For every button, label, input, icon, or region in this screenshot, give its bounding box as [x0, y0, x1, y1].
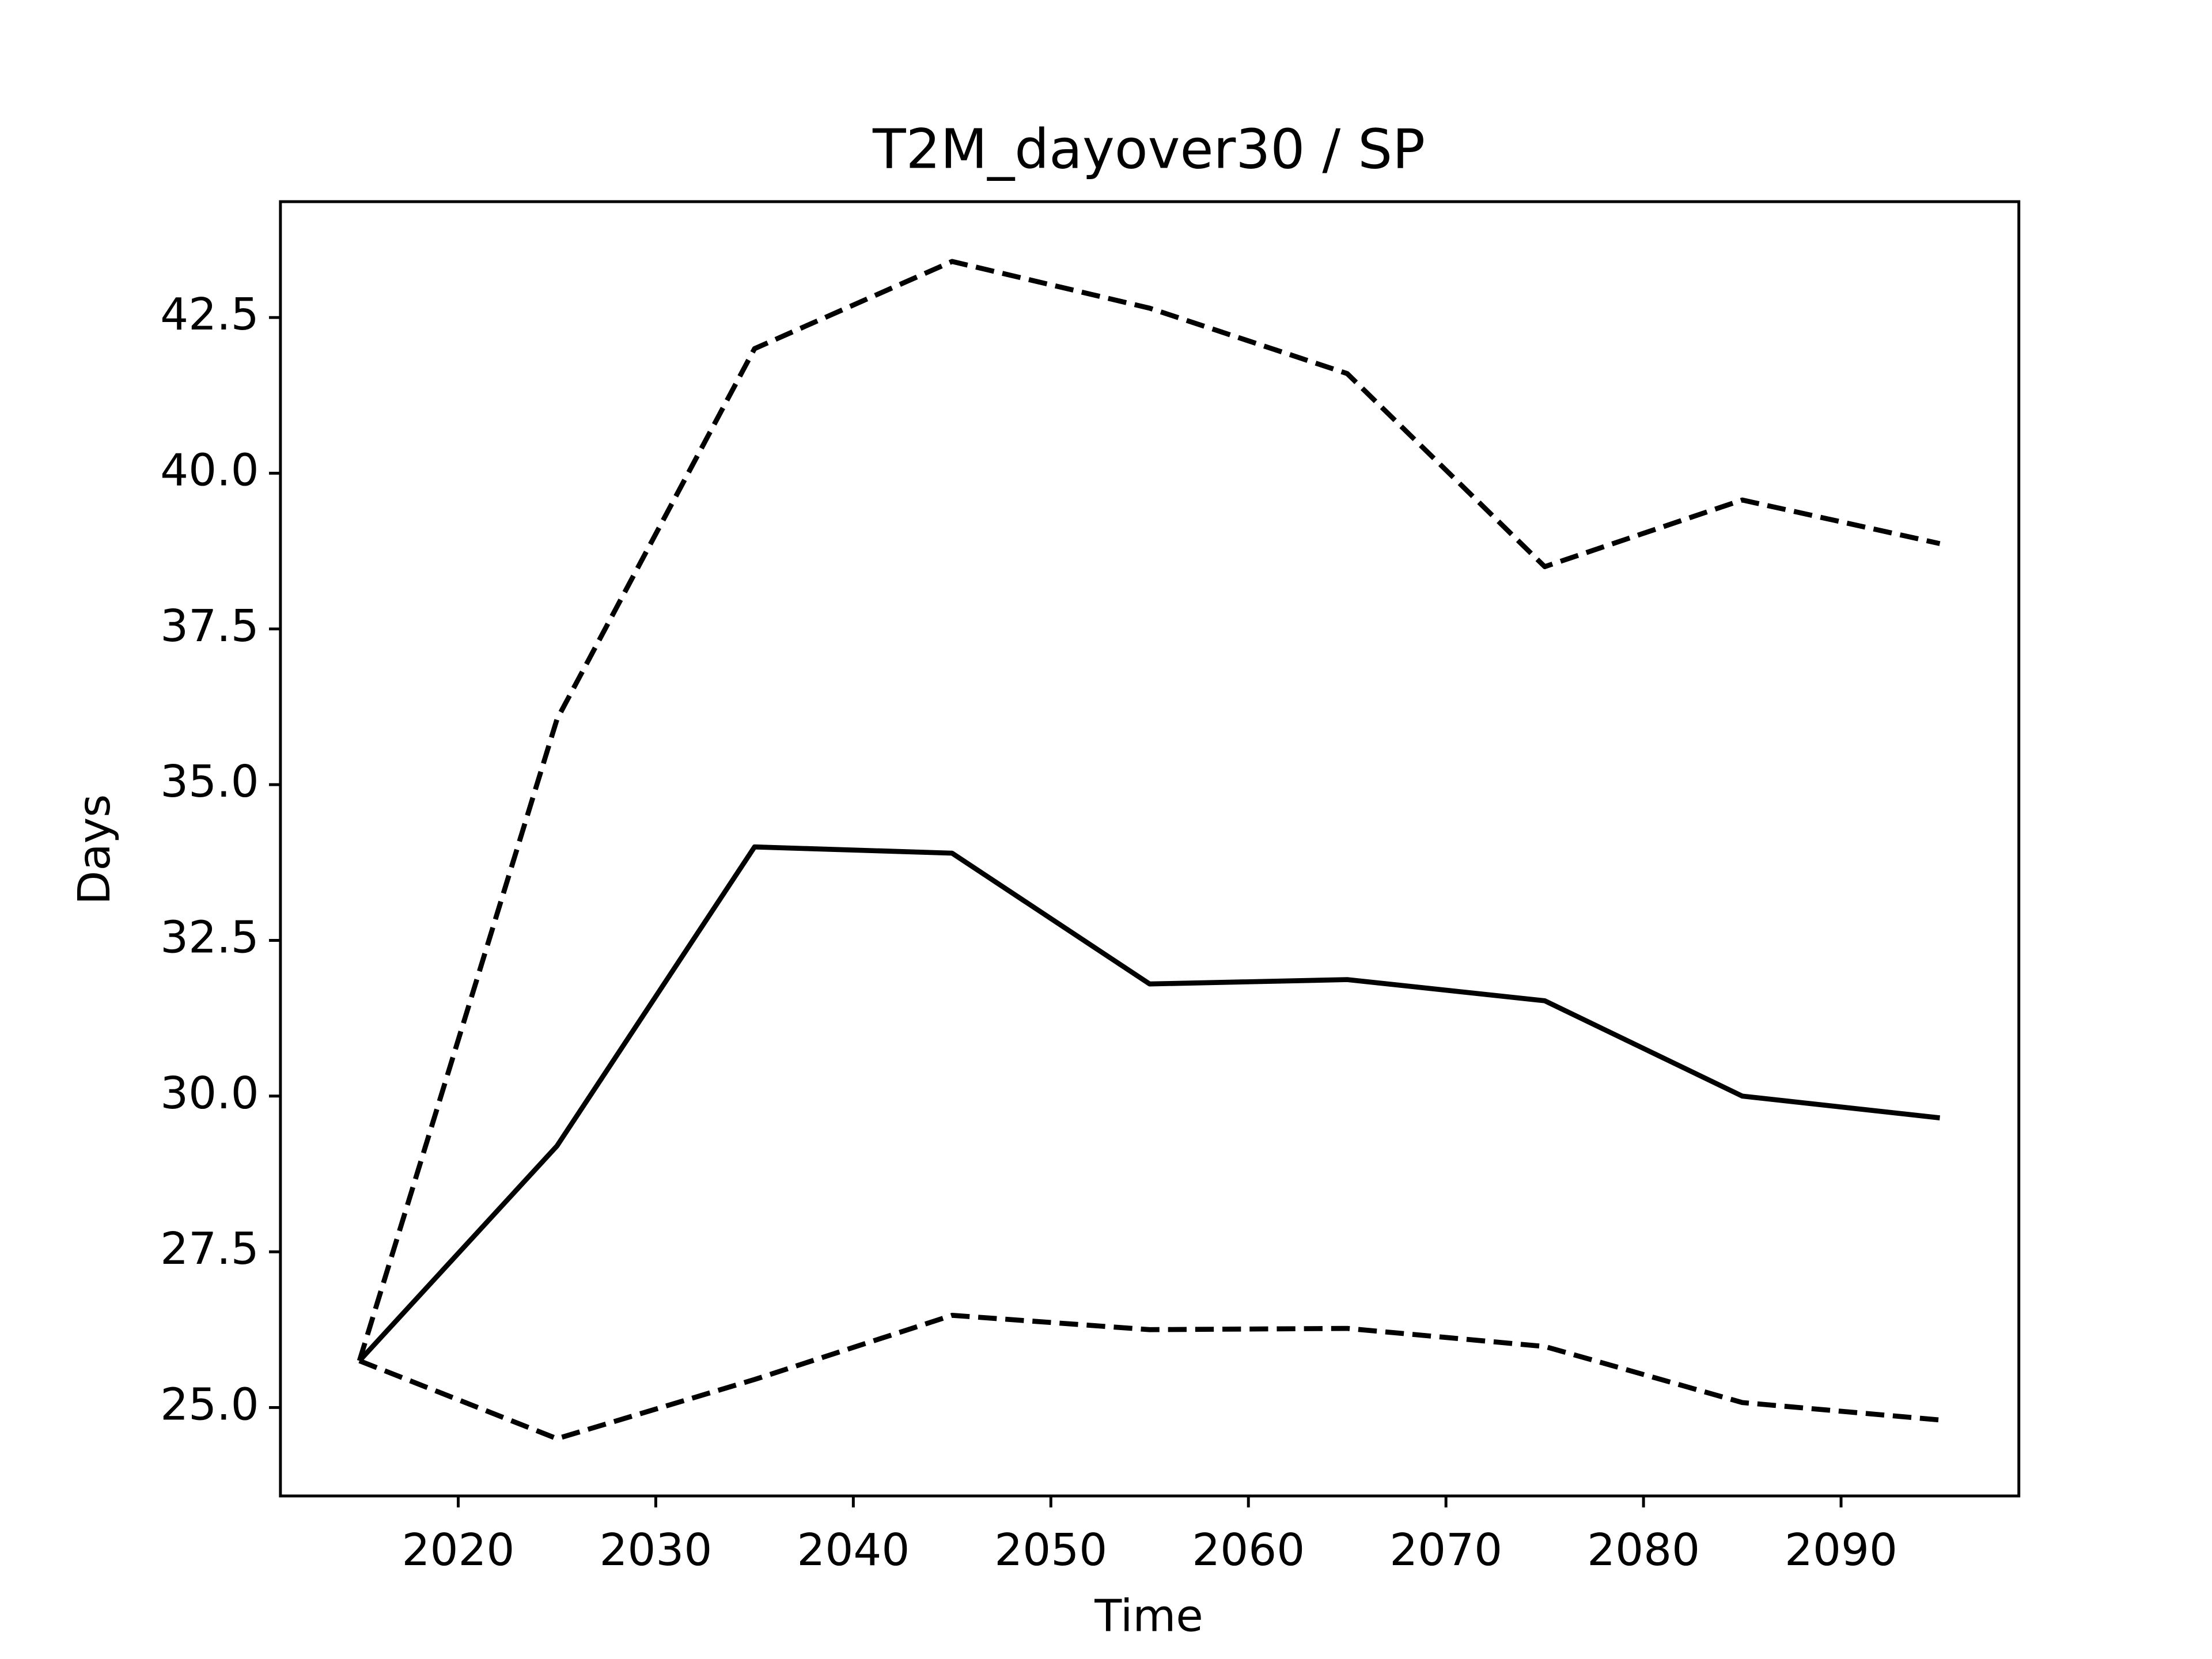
- line-series: [358, 1313, 1940, 1441]
- y-tick-label: 35.0: [160, 756, 259, 808]
- x-tick-label: 2090: [1785, 1525, 1897, 1576]
- x-tick-label: 2030: [599, 1525, 712, 1576]
- y-tick-label: 40.0: [160, 445, 259, 497]
- y-axis-label: Days: [69, 794, 120, 905]
- chart-title: T2M_dayover30 / SP: [872, 118, 1425, 181]
- x-tick-label: 2060: [1192, 1525, 1305, 1576]
- plot-frame: [279, 200, 2021, 1498]
- x-tick-label: 2020: [402, 1525, 515, 1576]
- y-tick-label: 30.0: [160, 1068, 259, 1119]
- y-tick-label: 32.5: [160, 912, 259, 963]
- y-tick-label: 25.0: [160, 1379, 259, 1430]
- x-tick-label: 2050: [994, 1525, 1107, 1576]
- x-axis-label: Time: [1094, 1590, 1203, 1642]
- x-tick-label: 2080: [1587, 1525, 1700, 1576]
- line-series: [357, 844, 1940, 1363]
- y-tick-label: 37.5: [160, 601, 259, 652]
- y-tick-label: 27.5: [160, 1224, 259, 1275]
- line-series: [357, 259, 1941, 1362]
- y-tick-label: 42.5: [160, 289, 259, 340]
- x-tick-label: 2070: [1389, 1525, 1502, 1576]
- x-tick-label: 2040: [797, 1525, 910, 1576]
